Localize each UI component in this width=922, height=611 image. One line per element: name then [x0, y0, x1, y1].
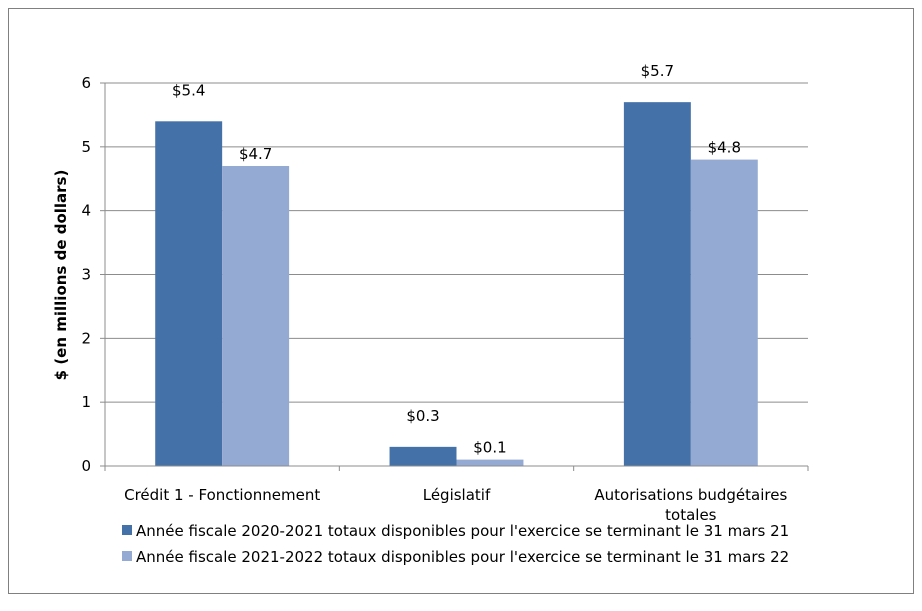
data-label-series2-cat2: $0.1 [473, 439, 506, 457]
legend-swatch-series1 [122, 525, 132, 535]
y-tick-label-4: 4 [81, 202, 91, 220]
data-label-series1-cat3: $5.7 [641, 62, 674, 80]
y-tick-label-5: 5 [81, 138, 91, 156]
legend-label-series1: Année fiscale 2020-2021 totaux disponibl… [136, 522, 789, 540]
x-category-label-3: Autorisations budgétaires [594, 486, 787, 504]
legend-swatch-series2 [122, 551, 132, 561]
data-label-series1-cat1: $5.4 [172, 81, 205, 99]
y-tick-label-1: 1 [81, 393, 91, 411]
x-category-label-3-line2: totales [665, 506, 717, 524]
x-category-label-2: Législatif [423, 486, 491, 504]
y-tick-label-3: 3 [81, 266, 91, 284]
data-label-series2-cat3: $4.8 [708, 139, 741, 157]
y-tick-label-6: 6 [81, 74, 91, 92]
data-label-series2-cat1: $4.7 [239, 145, 272, 163]
bars [155, 102, 758, 467]
y-tick-label-0: 0 [81, 457, 91, 475]
y-axis-title: $ (en millions de dollars) [52, 170, 70, 381]
legend-label-series2: Année fiscale 2021-2022 totaux disponibl… [136, 548, 789, 566]
bar-series1-cat2 [389, 446, 457, 466]
axes [100, 82, 809, 471]
bar-series1-cat3 [623, 102, 691, 467]
y-tick-label-2: 2 [81, 329, 91, 347]
bar-series2-cat1 [222, 165, 290, 466]
data-label-series1-cat2: $0.3 [406, 407, 439, 425]
legend: Année fiscale 2020-2021 totaux disponibl… [122, 522, 789, 566]
x-category-label-1: Crédit 1 - Fonctionnement [124, 486, 320, 504]
bar-series2-cat3 [690, 159, 758, 466]
labels: 0 1 2 3 4 5 6 $5.4 $4.7 Crédit 1 - Fonctionnement… [81, 62, 787, 524]
bar-series1-cat1 [155, 121, 223, 467]
bar-series2-cat2 [456, 459, 524, 466]
